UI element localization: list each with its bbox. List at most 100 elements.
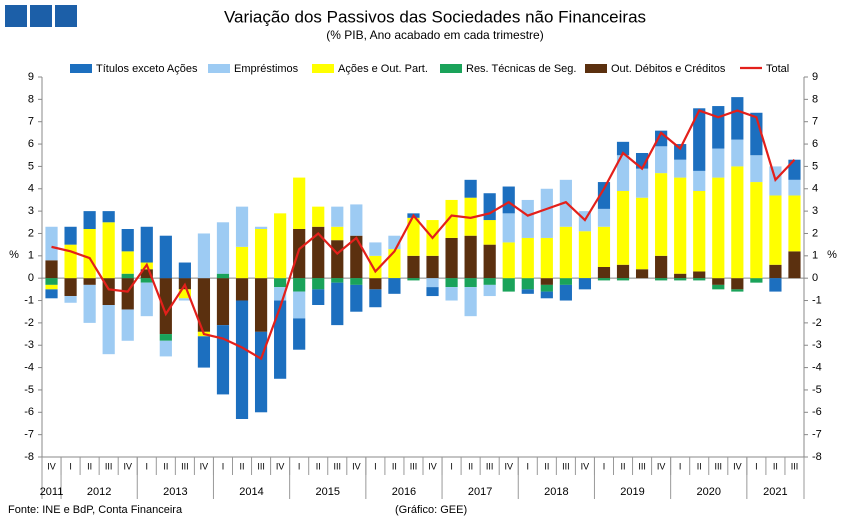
- bar: [655, 278, 668, 281]
- legend-swatch: [312, 64, 334, 73]
- bar: [483, 284, 496, 297]
- bar: [159, 340, 172, 357]
- bar: [235, 278, 249, 301]
- bar: [578, 278, 592, 290]
- bar: [674, 273, 687, 279]
- bar: [616, 155, 630, 191]
- bar: [464, 278, 477, 288]
- bar: [293, 278, 306, 292]
- y-tick-label: 2: [28, 227, 34, 239]
- bar: [350, 278, 363, 285]
- x-tick-label: IV: [352, 461, 361, 471]
- bar: [693, 170, 706, 191]
- bar: [197, 336, 211, 368]
- bar: [788, 179, 801, 196]
- x-tick-label: II: [773, 461, 778, 471]
- bar: [216, 273, 230, 279]
- x-tick-label: I: [679, 461, 682, 471]
- y-tick-label: 0: [28, 272, 34, 284]
- bar: [426, 255, 439, 279]
- bar: [521, 237, 534, 279]
- bar: [674, 144, 687, 160]
- bar: [407, 217, 420, 256]
- x-tick-label: III: [562, 461, 570, 471]
- bar: [635, 168, 649, 198]
- y2-tick-label: -8: [812, 451, 822, 463]
- bar: [121, 251, 134, 274]
- year-label: 2014: [239, 486, 263, 498]
- y-tick-label: 3: [28, 205, 34, 217]
- bar: [674, 278, 687, 281]
- bar: [597, 226, 611, 267]
- x-tick-label: IV: [504, 461, 513, 471]
- bar: [502, 242, 515, 279]
- y2-tick-label: 9: [812, 71, 818, 83]
- bar: [369, 242, 382, 256]
- bar: [540, 237, 553, 279]
- bar: [597, 208, 611, 227]
- bar: [750, 112, 763, 156]
- y-axis-label: %: [9, 249, 19, 261]
- x-tick-label: I: [755, 461, 758, 471]
- y2-tick-label: 7: [812, 116, 818, 128]
- x-tick-label: IV: [200, 461, 209, 471]
- bar: [597, 182, 611, 209]
- bar: [464, 287, 477, 317]
- bar: [45, 226, 58, 261]
- bar: [216, 278, 230, 326]
- bar: [445, 287, 458, 301]
- bar: [235, 246, 249, 279]
- bar: [216, 325, 230, 395]
- y2-tick-label: 0: [812, 272, 818, 284]
- bar: [712, 278, 725, 285]
- bar: [540, 291, 553, 299]
- year-label: 2013: [163, 486, 187, 498]
- legend-label: Out. Débitos e Créditos: [611, 63, 726, 75]
- y2-tick-label: -2: [812, 317, 822, 329]
- bar: [445, 199, 458, 238]
- y2-tick-label: 8: [812, 93, 818, 105]
- y2-tick-label: -3: [812, 339, 822, 351]
- bar: [769, 195, 782, 265]
- bar: [674, 177, 687, 274]
- x-tick-label: III: [791, 461, 799, 471]
- bar: [407, 255, 420, 279]
- y-tick-label: -3: [24, 339, 34, 351]
- bar: [693, 278, 706, 281]
- bar: [369, 255, 382, 279]
- bar: [502, 278, 515, 292]
- x-tick-label: III: [486, 461, 494, 471]
- bar: [445, 278, 458, 288]
- bar: [274, 300, 287, 379]
- bar: [502, 186, 515, 214]
- bar: [407, 278, 420, 281]
- bar: [388, 249, 401, 279]
- credit: (Gráfico: GEE): [395, 504, 467, 516]
- bar: [540, 284, 553, 292]
- bar: [540, 278, 553, 285]
- bar: [521, 289, 534, 294]
- bar: [312, 206, 325, 227]
- bar: [178, 262, 191, 279]
- bar: [254, 278, 268, 332]
- bar: [312, 289, 325, 305]
- x-tick-label: II: [392, 461, 397, 471]
- bar: [655, 146, 668, 174]
- x-tick-label: II: [544, 461, 549, 471]
- x-tick-label: I: [146, 461, 149, 471]
- x-tick-label: I: [222, 461, 225, 471]
- bar: [140, 282, 153, 317]
- logo-square: [55, 5, 77, 27]
- x-tick-label: IV: [428, 461, 437, 471]
- bar: [426, 278, 439, 288]
- bar: [788, 251, 801, 279]
- y-tick-label: 5: [28, 160, 34, 172]
- x-tick-label: III: [410, 461, 418, 471]
- y2-tick-label: 2: [812, 227, 818, 239]
- bar: [350, 284, 363, 312]
- total-line: [51, 109, 796, 361]
- y-tick-label: 1: [28, 250, 34, 262]
- y2-tick-label: -6: [812, 406, 822, 418]
- logo-square: [5, 5, 27, 27]
